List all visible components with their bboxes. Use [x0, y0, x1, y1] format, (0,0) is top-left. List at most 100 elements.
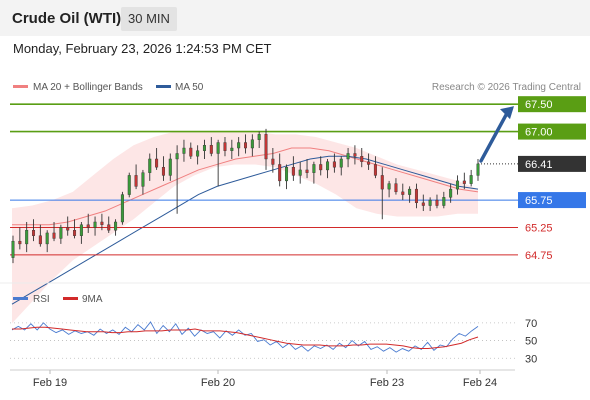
candle	[271, 148, 275, 173]
candle-body	[202, 145, 206, 151]
candle	[360, 148, 364, 168]
x-tick-label: Feb 24	[463, 377, 497, 389]
candle-body	[114, 221, 118, 231]
candle-body	[469, 175, 473, 184]
candle-body	[73, 230, 77, 236]
candle	[408, 186, 412, 203]
candle-body	[148, 158, 152, 173]
rsi-9ma-line	[12, 326, 479, 350]
candle-body	[168, 158, 172, 176]
legend-label-rsi: RSI	[33, 294, 50, 305]
legend-label-9ma: 9MA	[82, 294, 103, 305]
candle	[428, 197, 432, 212]
candle	[223, 137, 227, 157]
candle	[161, 156, 165, 181]
candle-body	[11, 240, 15, 258]
forecast-arrow-head	[500, 106, 514, 120]
candle	[237, 137, 241, 157]
candle-body	[360, 156, 364, 162]
ma20-line	[12, 147, 479, 226]
candle-body	[38, 235, 42, 245]
candle-body	[312, 164, 316, 173]
candle-body	[264, 134, 268, 160]
candle	[257, 131, 261, 149]
candle-body	[25, 230, 29, 245]
candle-body	[100, 221, 104, 225]
candle-body	[79, 224, 83, 236]
candle	[353, 145, 357, 165]
level-tag-65-75	[518, 192, 586, 209]
candle	[339, 156, 343, 176]
candle	[32, 219, 36, 242]
candle-body	[209, 145, 213, 154]
candle-body	[387, 183, 391, 190]
candle-body	[257, 134, 261, 140]
candle-body	[237, 142, 241, 149]
candle	[209, 137, 213, 157]
candle	[312, 161, 316, 184]
candle	[107, 216, 111, 233]
research-credit: Research © 2026 Trading Central	[432, 82, 581, 93]
candle	[462, 172, 466, 190]
candle-body	[319, 164, 323, 171]
candle	[148, 153, 152, 181]
x-tick-label: Feb 19	[33, 377, 67, 389]
rsi-tick-70: 70	[525, 318, 537, 330]
candle-body	[339, 158, 343, 168]
timeframe-button[interactable]: 30 MIN	[121, 7, 177, 31]
candle-body	[271, 158, 275, 165]
candle	[469, 169, 473, 187]
candle-body	[476, 163, 480, 176]
candle-body	[278, 164, 282, 182]
legend-label-ma20: MA 20 + Bollinger Bands	[33, 82, 143, 93]
candle-body	[285, 166, 289, 182]
candle-body	[462, 180, 466, 184]
candle	[305, 158, 309, 179]
candle	[298, 161, 302, 184]
candle	[476, 158, 480, 181]
candle	[182, 139, 186, 162]
x-tick-label: Feb 20	[201, 377, 235, 389]
candle-body	[401, 191, 405, 195]
candle	[127, 172, 131, 198]
candle	[45, 230, 49, 253]
level-label-64-75: 64.75	[525, 250, 553, 262]
candle-body	[442, 197, 446, 206]
candle-body	[421, 202, 425, 206]
candle	[79, 221, 83, 244]
candle	[11, 235, 15, 264]
candle-body	[373, 164, 377, 176]
candle-body	[182, 147, 186, 154]
candle-body	[86, 224, 90, 228]
candle-body	[52, 232, 56, 239]
candle	[346, 148, 350, 168]
candle	[73, 219, 77, 239]
candle-body	[155, 158, 159, 168]
legend-swatch-ma20	[13, 85, 28, 88]
level-label-67-00: 67.00	[525, 127, 553, 139]
candle-body	[66, 227, 70, 231]
candle-body	[305, 169, 309, 173]
legend-swatch-9ma	[63, 297, 78, 300]
candle	[285, 164, 289, 190]
candle	[86, 213, 90, 233]
candle-body	[59, 227, 63, 239]
candle-body	[428, 199, 432, 206]
rsi-tick-30: 30	[525, 353, 537, 365]
legend-swatch-rsi	[13, 297, 28, 300]
candle-body	[93, 221, 97, 228]
level-tag-66-41	[518, 155, 586, 172]
candle	[367, 153, 371, 170]
candle	[278, 153, 282, 187]
candle-body	[134, 175, 138, 187]
candle	[114, 219, 118, 236]
candle	[449, 183, 453, 203]
candle	[455, 175, 459, 195]
candle	[168, 153, 172, 181]
candle-body	[455, 180, 459, 190]
candle-body	[298, 169, 302, 176]
instrument-title: Crude Oil (WTI)	[12, 10, 122, 27]
timestamp: Monday, February 23, 2026 1:24:53 PM CET	[13, 41, 272, 56]
candle	[250, 134, 254, 157]
candle	[387, 180, 391, 198]
